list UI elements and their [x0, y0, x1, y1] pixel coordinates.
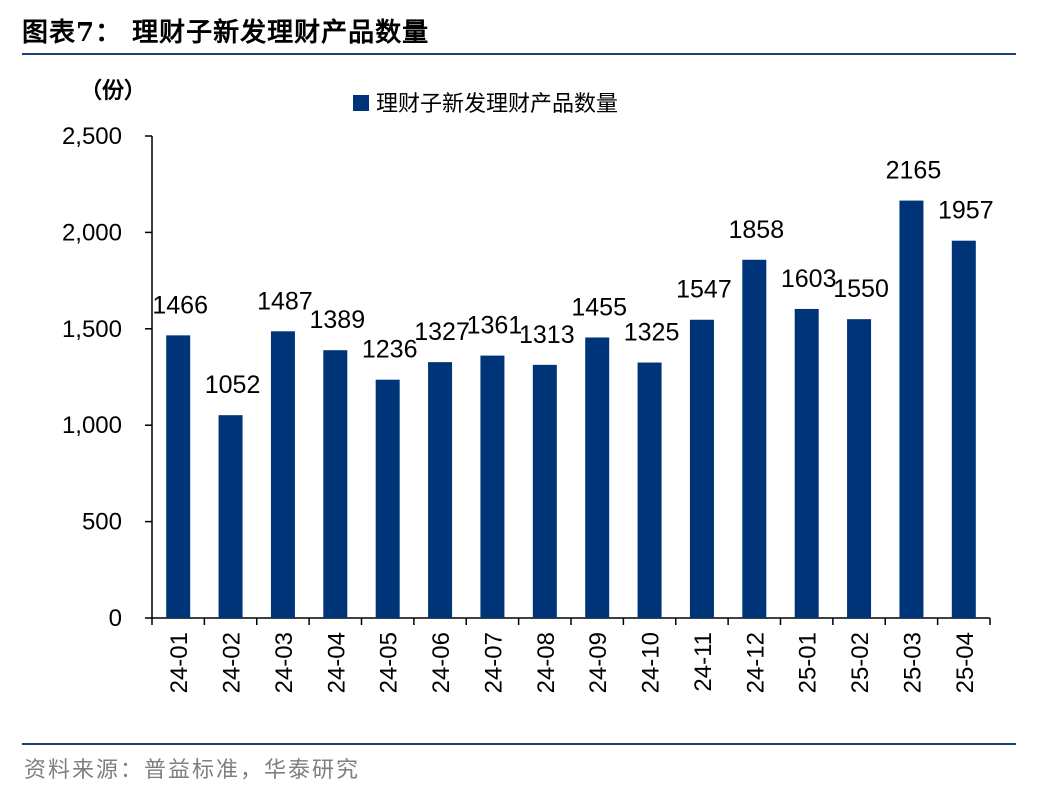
legend: 理财子新发理财产品数量 [353, 92, 618, 117]
data-label: 1389 [310, 306, 366, 334]
x-tick-label: 24-08 [533, 632, 560, 693]
bar [270, 331, 295, 618]
x-tick-label: 24-11 [690, 632, 717, 692]
bar [951, 240, 976, 618]
data-label: 2165 [886, 157, 942, 185]
data-labels: 1466 1052 14871389123613271361131314551325… [152, 157, 993, 400]
bar [428, 362, 453, 618]
legend-label: 理财子新发理财产品数量 [376, 92, 618, 117]
bar [480, 355, 505, 618]
data-label: 1547 [676, 276, 732, 304]
data-label: 1052 [205, 371, 261, 399]
x-tick-label: 25-01 [795, 632, 822, 693]
bar [218, 415, 243, 618]
bar [637, 362, 662, 618]
bar [689, 319, 714, 618]
x-tick-label: 24-07 [480, 632, 507, 693]
y-tick-label: 1,500 [62, 316, 122, 343]
data-label: 1455 [571, 293, 627, 321]
y-tick-label: 1,000 [62, 412, 122, 439]
bars [166, 200, 976, 618]
bar [847, 319, 872, 618]
bar [899, 200, 924, 618]
data-label: 1858 [729, 216, 785, 244]
data-label: 1325 [624, 319, 680, 347]
y-tick-label: 2,000 [62, 219, 122, 246]
data-label: 1361 [467, 312, 523, 340]
x-tick-label: 25-03 [899, 632, 926, 693]
x-tick-label: 24-05 [376, 632, 403, 693]
x-tick-label: 24-06 [428, 632, 455, 693]
data-label: 1603 [781, 265, 837, 293]
x-tick-label: 24-01 [166, 632, 193, 693]
bar [532, 364, 557, 618]
bar-chart: （份） 理财子新发理财产品数量 0 500 1,000 1,500 2,000 2,500… [62, 79, 994, 693]
bar [742, 259, 767, 618]
bar [166, 335, 191, 618]
x-tick-label: 24-12 [742, 632, 769, 693]
y-tick-label: 0 [109, 605, 122, 632]
data-label: 1327 [414, 318, 470, 346]
x-tick-label: 24-02 [219, 632, 246, 693]
x-tick-label: 24-09 [585, 632, 612, 693]
data-label: 1957 [938, 197, 994, 225]
data-label: 1236 [362, 336, 418, 364]
data-label: 1313 [519, 321, 575, 349]
data-label: 1466 [152, 291, 208, 319]
y-tick-label: 500 [82, 509, 122, 536]
bar [794, 308, 819, 618]
data-label: 1487 [257, 287, 313, 315]
bar [323, 350, 348, 618]
chart-title: 图表7： 理财子新发理财产品数量 [22, 18, 430, 48]
source-note: 资料来源：普益标准，华泰研究 [24, 758, 361, 783]
y-tick-label: 2,500 [62, 123, 122, 150]
title-divider [22, 53, 1016, 55]
footer-divider [22, 743, 1016, 745]
legend-swatch [353, 95, 369, 111]
x-tick-label: 24-03 [271, 632, 298, 693]
x-tick-label: 25-04 [952, 632, 979, 693]
data-label: 1550 [833, 275, 889, 303]
y-axis-unit-label: （份） [80, 79, 146, 104]
bar [375, 379, 400, 618]
x-tick-label: 24-04 [323, 632, 350, 693]
x-tick-label: 25-02 [847, 632, 874, 693]
bar [585, 337, 610, 618]
x-tick-label: 24-10 [638, 632, 665, 693]
